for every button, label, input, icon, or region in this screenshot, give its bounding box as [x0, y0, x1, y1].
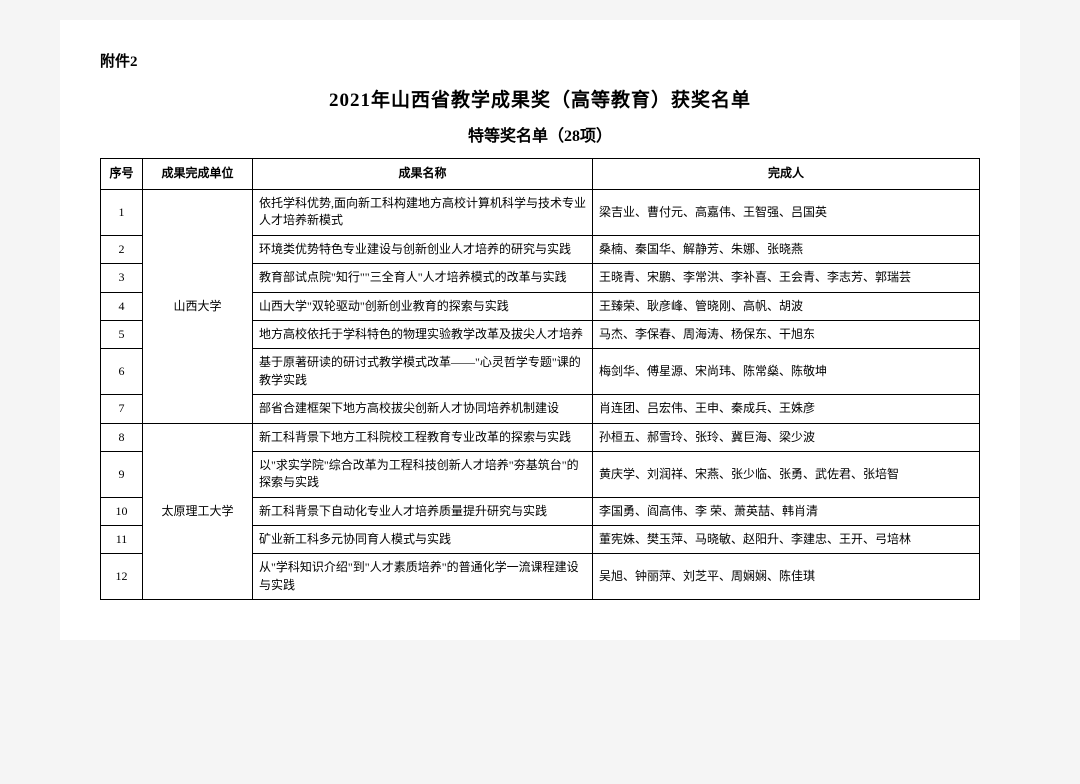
page-subtitle: 特等奖名单（28项） [100, 122, 980, 146]
col-header-unit: 成果完成单位 [143, 159, 253, 190]
cell-achievement-name: 山西大学"双轮驱动"创新创业教育的探索与实践 [253, 292, 593, 320]
document-page: 附件2 2021年山西省教学成果奖（高等教育）获奖名单 特等奖名单（28项） 序… [60, 20, 1020, 640]
col-header-index: 序号 [101, 159, 143, 190]
attachment-label: 附件2 [100, 50, 980, 71]
cell-achievement-name: 基于原著研读的研讨式教学模式改革——"心灵哲学专题"课的教学实践 [253, 349, 593, 395]
cell-unit: 山西大学 [143, 190, 253, 424]
cell-index: 5 [101, 320, 143, 348]
cell-index: 1 [101, 190, 143, 236]
cell-achievement-name: 部省合建框架下地方高校拔尖创新人才协同培养机制建设 [253, 395, 593, 423]
page-title: 2021年山西省教学成果奖（高等教育）获奖名单 [100, 85, 980, 112]
cell-people: 孙桓五、郝雪玲、张玲、冀巨海、梁少波 [593, 423, 980, 451]
cell-achievement-name: 从"学科知识介绍"到"人才素质培养"的普通化学一流课程建设与实践 [253, 554, 593, 600]
awards-table: 序号 成果完成单位 成果名称 完成人 1山西大学依托学科优势,面向新工科构建地方… [100, 158, 980, 600]
cell-index: 9 [101, 451, 143, 497]
cell-people: 吴旭、钟丽萍、刘芝平、周娴娴、陈佳琪 [593, 554, 980, 600]
cell-achievement-name: 环境类优势特色专业建设与创新创业人才培养的研究与实践 [253, 235, 593, 263]
cell-achievement-name: 新工科背景下自动化专业人才培养质量提升研究与实践 [253, 497, 593, 525]
cell-people: 董宪姝、樊玉萍、马晓敏、赵阳升、李建忠、王开、弓培林 [593, 526, 980, 554]
cell-people: 梅剑华、傅星源、宋尚玮、陈常燊、陈敬坤 [593, 349, 980, 395]
cell-index: 10 [101, 497, 143, 525]
cell-people: 黄庆学、刘润祥、宋燕、张少临、张勇、武佐君、张培智 [593, 451, 980, 497]
col-header-people: 完成人 [593, 159, 980, 190]
cell-index: 7 [101, 395, 143, 423]
table-row: 8太原理工大学新工科背景下地方工科院校工程教育专业改革的探索与实践孙桓五、郝雪玲… [101, 423, 980, 451]
cell-achievement-name: 新工科背景下地方工科院校工程教育专业改革的探索与实践 [253, 423, 593, 451]
table-row: 1山西大学依托学科优势,面向新工科构建地方高校计算机科学与技术专业人才培养新模式… [101, 190, 980, 236]
cell-people: 肖连团、吕宏伟、王申、秦成兵、王姝彦 [593, 395, 980, 423]
cell-people: 桑楠、秦国华、解静芳、朱娜、张晓燕 [593, 235, 980, 263]
cell-index: 3 [101, 264, 143, 292]
cell-achievement-name: 矿业新工科多元协同育人模式与实践 [253, 526, 593, 554]
cell-achievement-name: 以"求实学院"综合改革为工程科技创新人才培养"夯基筑台"的探索与实践 [253, 451, 593, 497]
col-header-name: 成果名称 [253, 159, 593, 190]
cell-index: 4 [101, 292, 143, 320]
cell-people: 王臻荣、耿彦峰、管晓刚、高帆、胡波 [593, 292, 980, 320]
cell-people: 梁吉业、曹付元、高嘉伟、王智强、吕国英 [593, 190, 980, 236]
cell-unit: 太原理工大学 [143, 423, 253, 600]
cell-index: 8 [101, 423, 143, 451]
cell-achievement-name: 教育部试点院"知行""三全育人"人才培养模式的改革与实践 [253, 264, 593, 292]
cell-people: 李国勇、阎高伟、李 荣、萧英喆、韩肖清 [593, 497, 980, 525]
cell-index: 12 [101, 554, 143, 600]
table-body: 1山西大学依托学科优势,面向新工科构建地方高校计算机科学与技术专业人才培养新模式… [101, 190, 980, 600]
cell-index: 6 [101, 349, 143, 395]
cell-people: 马杰、李保春、周海涛、杨保东、干旭东 [593, 320, 980, 348]
cell-achievement-name: 依托学科优势,面向新工科构建地方高校计算机科学与技术专业人才培养新模式 [253, 190, 593, 236]
cell-people: 王晓青、宋鹏、李常洪、李补喜、王会青、李志芳、郭瑞芸 [593, 264, 980, 292]
cell-index: 11 [101, 526, 143, 554]
cell-index: 2 [101, 235, 143, 263]
cell-achievement-name: 地方高校依托于学科特色的物理实验教学改革及拔尖人才培养 [253, 320, 593, 348]
table-header-row: 序号 成果完成单位 成果名称 完成人 [101, 159, 980, 190]
